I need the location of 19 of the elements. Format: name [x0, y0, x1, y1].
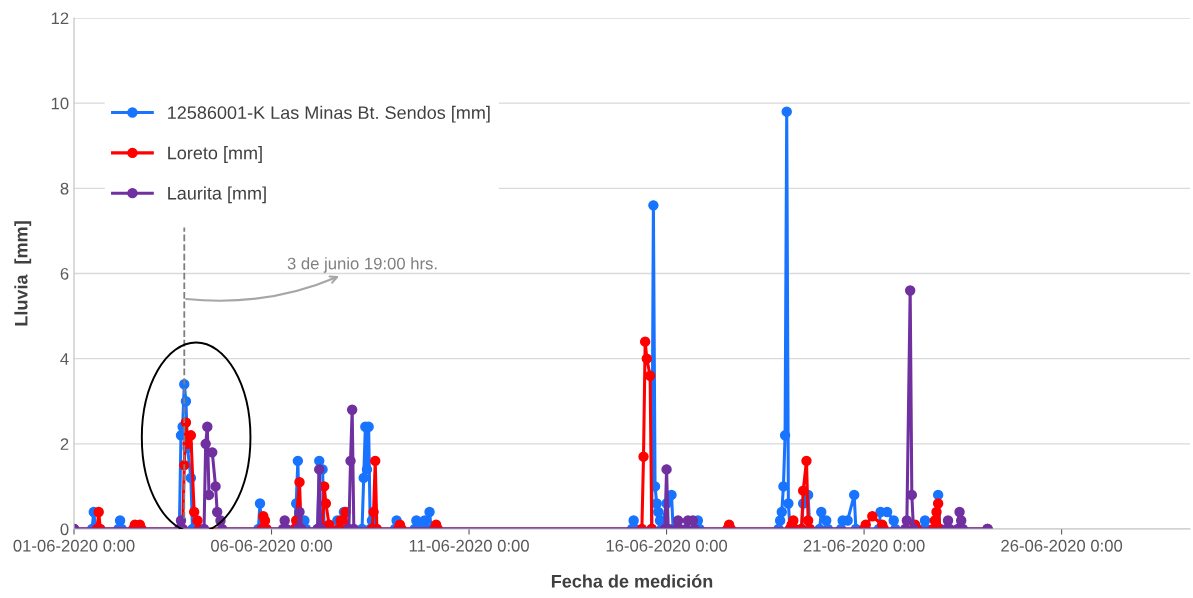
x-tick-label: 26-06-2020 0:00: [1001, 539, 1123, 552]
x-tick-label: 01-06-2020 0:00: [13, 539, 135, 552]
ref-line-label: 3 de junio 19:00 hrs.: [287, 257, 437, 273]
y-tick-label: 2: [60, 438, 69, 450]
x-tick-label: 16-06-2020 0:00: [606, 539, 728, 552]
y-tick-label: 8: [60, 182, 69, 195]
y-tick-label: 0: [60, 523, 69, 536]
y-tick-label: 12: [51, 12, 69, 25]
legend-label: Loreto [mm]: [168, 146, 262, 163]
legend-label: Laurita [mm]: [168, 186, 266, 204]
x-tick-label: 21-06-2020 0:00: [803, 539, 925, 552]
y-tick-label: 6: [60, 267, 69, 280]
x-tick-label: 06-06-2020 0:00: [211, 539, 333, 552]
y-tick-label: 10: [51, 97, 69, 110]
y-tick-label: 4: [60, 353, 69, 365]
x-tick-label: 11-06-2020 0:00: [409, 539, 529, 552]
x-axis-title: Fecha de medición: [551, 574, 713, 588]
y-axis-title: Lluvia [mm]: [14, 221, 32, 326]
legend-label: 12586001-K Las Minas Bt. Sendos [mm]: [168, 105, 490, 123]
